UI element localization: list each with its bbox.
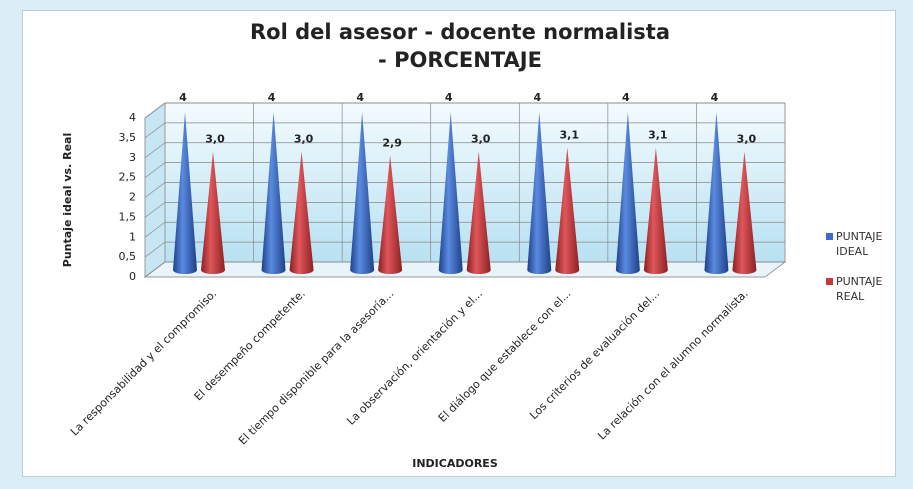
y-tick-label: 3	[129, 151, 136, 164]
grid-line	[144, 102, 166, 119]
grid-line	[144, 261, 166, 278]
data-label: 3,0	[471, 133, 491, 146]
floor	[143, 261, 787, 278]
cone	[615, 112, 640, 274]
data-label: 3,1	[648, 129, 668, 142]
y-tick-label: 1	[129, 230, 136, 243]
cone	[527, 112, 552, 274]
data-label: 3,0	[294, 133, 314, 146]
y-tick-label: 0	[129, 270, 136, 283]
grid-line	[144, 221, 166, 238]
cone	[378, 155, 403, 274]
chart-title: Rol del asesor - docente normalista - PO…	[250, 20, 671, 72]
cone	[704, 112, 729, 274]
cone	[350, 112, 375, 274]
data-label: 4	[622, 91, 630, 104]
legend-swatch	[826, 233, 833, 240]
y-axis-title: Puntaje ideal vs. Real	[61, 133, 74, 267]
grid-line	[144, 182, 166, 198]
cone	[555, 147, 580, 274]
x-tick-label: La relación con el alumno normalista.	[595, 287, 750, 442]
grid-line	[144, 241, 166, 258]
data-label: 3,1	[560, 129, 580, 142]
cone	[732, 151, 757, 274]
legend-label: PUNTAJE REAL	[836, 275, 883, 303]
data-label: 4	[356, 91, 364, 104]
y-tick-label: 3,5	[119, 131, 137, 144]
cone	[261, 112, 286, 274]
legend-swatch	[826, 278, 833, 285]
y-tick-label: 0,5	[119, 250, 137, 263]
x-tick-label: El tiempo disponible para la asesoría...	[236, 287, 396, 447]
data-label: 4	[179, 91, 187, 104]
cone	[466, 151, 491, 274]
data-label: 3,0	[737, 133, 757, 146]
data-label: 4	[533, 91, 541, 104]
y-tick-label: 2,5	[119, 171, 137, 184]
y-tick-label: 4	[129, 111, 136, 124]
data-label: 4	[445, 91, 453, 104]
data-label: 4	[711, 91, 719, 104]
x-axis-title: INDICADORES	[412, 457, 498, 470]
cone	[289, 151, 314, 274]
data-label: 3,0	[205, 133, 225, 146]
cone	[201, 151, 225, 274]
grid-line	[144, 122, 166, 139]
legend-label: PUNTAJE IDEAL	[836, 230, 883, 258]
cone	[438, 112, 463, 274]
grid-line	[144, 202, 166, 218]
grid-line	[144, 162, 166, 178]
grid-line	[144, 142, 166, 159]
cone	[643, 147, 668, 274]
data-label: 4	[268, 91, 276, 104]
data-label: 2,9	[382, 136, 402, 149]
y-tick-label: 1,5	[119, 210, 137, 223]
cone	[173, 112, 197, 274]
y-tick-label: 2	[129, 191, 136, 204]
x-tick-label: La responsabilidad y el compromiso.	[68, 287, 219, 438]
